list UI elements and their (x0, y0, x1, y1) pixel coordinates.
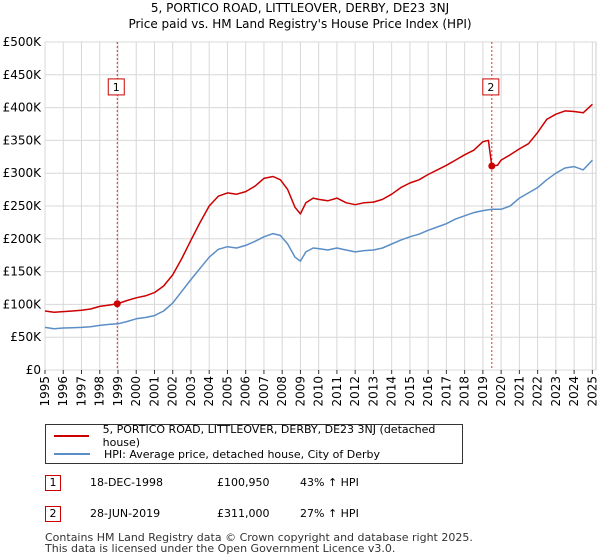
y-tick-label: £150K (3, 265, 43, 279)
chart-title-address: 5, PORTICO ROAD, LITTLEOVER, DERBY, DE23… (150, 1, 450, 15)
sale-point (488, 162, 496, 170)
y-tick-label: £300K (3, 166, 43, 180)
sale-point (113, 300, 121, 308)
x-tick-label: 2006 (239, 376, 253, 407)
legend-label-hpi: HPI: Average price, detached house, City… (104, 447, 381, 461)
x-tick-label: 1998 (93, 376, 107, 407)
x-tick-label: 1995 (38, 376, 52, 407)
y-tick-label: £400K (3, 101, 43, 115)
x-tick-label: 2022 (531, 376, 545, 407)
x-tick-label: 2001 (147, 376, 161, 407)
legend-swatch-hpi (54, 453, 90, 455)
sale-date-2: 28-JUN-2019 (90, 507, 161, 520)
x-tick-label: 2020 (494, 376, 508, 407)
x-tick-label: 1999 (111, 376, 125, 407)
sale-hpi-change-2: 27% ↑ HPI (300, 507, 359, 520)
sale-hpi-change-1: 43% ↑ HPI (300, 476, 359, 489)
x-tick-label: 2004 (202, 376, 216, 407)
x-tick-label: 2007 (257, 376, 271, 407)
x-tick-label: 2018 (458, 376, 472, 407)
x-tick-label: 2025 (585, 376, 599, 407)
series-line-property (44, 103, 593, 314)
x-tick-label: 2024 (567, 376, 581, 407)
x-tick-label: 2019 (476, 376, 490, 407)
x-axis: 1995 1996 1997 1998 1999 2000 2001 2002 2003 2004… (38, 370, 599, 407)
x-tick-label: 1996 (56, 376, 70, 407)
sale-marker-label: 1 (113, 81, 120, 94)
x-tick-label: 2016 (421, 376, 435, 407)
x-tick-label: 2003 (184, 376, 198, 407)
legend-item-hpi: HPI: Average price, detached house, City… (54, 446, 380, 462)
legend: 5, PORTICO ROAD, LITTLEOVER, DERBY, DE23… (45, 423, 463, 464)
y-tick-label: £200K (3, 232, 43, 246)
sale-marker-badge-2: 2 (45, 506, 61, 522)
legend-swatch-property (54, 435, 89, 437)
y-tick-label: £450K (3, 68, 43, 82)
x-tick-label: 2012 (348, 376, 362, 407)
sale-marker-lines (116, 42, 493, 370)
legend-label-property: 5, PORTICO ROAD, LITTLEOVER, DERBY, DE23… (102, 423, 436, 449)
chart-subtitle: Price paid vs. HM Land Registry's House … (128, 17, 472, 31)
x-tick-label: 2021 (512, 376, 526, 407)
y-tick-label: £50K (10, 330, 42, 344)
x-tick-label: 2011 (330, 376, 344, 407)
x-tick-label: 2013 (366, 376, 380, 407)
y-axis: £0 £50K £100K £150K £200K £250K £300K £350K £400… (3, 35, 43, 377)
x-tick-label: 2002 (166, 376, 180, 407)
sale-price-1: £100,950 (217, 476, 270, 489)
legend-item-property: 5, PORTICO ROAD, LITTLEOVER, DERBY, DE23… (54, 423, 462, 449)
x-tick-label: 1997 (74, 376, 88, 407)
x-tick-label: 2014 (385, 376, 399, 407)
grid-lines (44, 41, 597, 371)
sale-points (113, 162, 496, 308)
x-tick-label: 2005 (220, 376, 234, 407)
x-tick-label: 2009 (293, 376, 307, 407)
x-tick-label: 2000 (129, 376, 143, 407)
footer-copyright: Contains HM Land Registry data © Crown c… (45, 531, 473, 544)
sale-marker-badge-1: 1 (45, 475, 61, 491)
sale-marker-label: 2 (487, 81, 494, 94)
sale-marker-label-box (107, 78, 125, 96)
price-chart: £0 £50K £100K £150K £200K £250K £300K £350K £400… (3, 35, 600, 407)
x-tick-label: 2017 (439, 376, 453, 407)
y-tick-label: £350K (3, 133, 43, 147)
sale-marker-label-box (482, 78, 500, 96)
x-tick-label: 2015 (403, 376, 417, 407)
y-tick-label: £250K (3, 199, 43, 213)
y-tick-label: £500K (3, 35, 43, 49)
series-line-hpi (44, 159, 593, 330)
y-tick-label: £0 (26, 363, 41, 377)
sale-price-2: £311,000 (217, 507, 270, 520)
series-lines (44, 103, 593, 330)
sale-date-1: 18-DEC-1998 (90, 476, 164, 489)
x-tick-label: 2010 (312, 376, 326, 407)
y-tick-label: £100K (3, 297, 43, 311)
x-tick-label: 2023 (549, 376, 563, 407)
footer-licence: This data is licensed under the Open Gov… (45, 542, 396, 555)
x-tick-label: 2008 (275, 376, 289, 407)
